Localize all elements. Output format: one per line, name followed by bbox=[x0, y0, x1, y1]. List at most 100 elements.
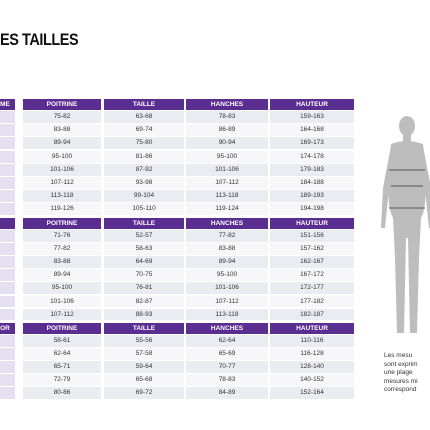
size-cell: 101-106 bbox=[23, 295, 101, 308]
size-cell: 76-81 bbox=[104, 282, 184, 295]
header-cell bbox=[0, 218, 15, 229]
header-cell: HAUTEUR bbox=[270, 218, 354, 229]
size-cell: 84-89 bbox=[186, 387, 268, 400]
header-cell: HAUTEUR bbox=[270, 323, 354, 334]
size-cell: 89-94 bbox=[186, 256, 268, 269]
header-cell: TAILLE bbox=[104, 99, 184, 110]
size-cell: 78-83 bbox=[186, 374, 268, 387]
row-label-cell bbox=[0, 177, 15, 189]
title: ES TAILLES bbox=[0, 30, 79, 49]
header-cell: HANCHES bbox=[186, 323, 268, 334]
size-cell: 80-86 bbox=[23, 387, 101, 400]
size-cell: 69-74 bbox=[104, 124, 184, 137]
row-label-cell bbox=[0, 361, 15, 374]
row-label-cell bbox=[0, 243, 15, 255]
size-cell: 77-82 bbox=[186, 230, 268, 242]
size-cell: 107-112 bbox=[23, 308, 101, 321]
size-cell: 113-118 bbox=[186, 308, 268, 321]
size-cell: 63-68 bbox=[104, 111, 184, 123]
row-label-cell bbox=[0, 387, 15, 400]
size-cell: 86-89 bbox=[186, 124, 268, 137]
size-cell: 65-69 bbox=[186, 348, 268, 360]
size-cell: 62-64 bbox=[186, 335, 268, 347]
note-line: mesures mi bbox=[384, 377, 418, 385]
size-cell: 83-88 bbox=[186, 243, 268, 255]
size-cell: 83-88 bbox=[23, 256, 101, 269]
size-cell: 140-152 bbox=[270, 374, 354, 387]
header-cell: ME bbox=[0, 99, 15, 110]
size-cell: 88-93 bbox=[104, 308, 184, 321]
size-cell: 101-106 bbox=[186, 282, 268, 295]
header-cell: TAILLE bbox=[104, 218, 184, 229]
size-cell: 119-126 bbox=[23, 203, 101, 216]
header-cell: OR bbox=[0, 323, 15, 334]
size-cell: 75-82 bbox=[23, 111, 101, 123]
size-cell: 99-104 bbox=[104, 190, 184, 203]
size-cell: 113-118 bbox=[186, 190, 268, 203]
row-label-cell bbox=[0, 335, 15, 347]
note-line: sont exprim bbox=[384, 360, 418, 368]
size-cell: 164-168 bbox=[270, 124, 354, 137]
size-cell: 90-94 bbox=[186, 137, 268, 150]
size-cell: 152-164 bbox=[270, 387, 354, 400]
size-cell: 189-193 bbox=[270, 190, 354, 203]
header-cell: HANCHES bbox=[186, 218, 268, 229]
body-figure bbox=[381, 116, 430, 333]
size-cell: 62-64 bbox=[23, 348, 101, 360]
size-cell: 157-162 bbox=[270, 243, 354, 255]
row-label-cell bbox=[0, 374, 15, 387]
size-cell: 116-128 bbox=[270, 348, 354, 360]
size-cell: 58-61 bbox=[23, 335, 101, 347]
size-cell: 172-177 bbox=[270, 282, 354, 295]
size-cell: 194-198 bbox=[270, 203, 354, 216]
header-cell: HANCHES bbox=[186, 99, 268, 110]
size-cell: 58-63 bbox=[104, 243, 184, 255]
note: Les mesu sont exprim une plage mesures mi co… bbox=[384, 352, 418, 395]
size-cell: 184-188 bbox=[270, 177, 354, 189]
size-cell: 110-116 bbox=[270, 335, 354, 347]
size-cell: 107-112 bbox=[186, 177, 268, 189]
size-cell: 75-80 bbox=[104, 137, 184, 150]
row-label-cell bbox=[0, 348, 15, 360]
size-cell: 81-86 bbox=[104, 150, 184, 163]
size-cell: 128-140 bbox=[270, 361, 354, 374]
size-cell: 95-100 bbox=[23, 150, 101, 163]
size-cell: 78-83 bbox=[186, 111, 268, 123]
size-cell: 82-87 bbox=[104, 295, 184, 308]
size-cell: 52-57 bbox=[104, 230, 184, 242]
note-line: une plage bbox=[384, 369, 413, 376]
size-cell: 65-68 bbox=[104, 374, 184, 387]
size-cell: 70-75 bbox=[104, 269, 184, 282]
size-cell: 89-94 bbox=[23, 137, 101, 150]
header-cell: TAILLE bbox=[104, 323, 184, 334]
size-cell: 72-79 bbox=[23, 374, 101, 387]
row-label-cell bbox=[0, 295, 15, 308]
header-cell: POITRINE bbox=[23, 323, 101, 334]
size-cell: 70-77 bbox=[186, 361, 268, 374]
row-label-cell bbox=[0, 163, 15, 176]
row-label-cell bbox=[0, 282, 15, 295]
row-label-cell bbox=[0, 230, 15, 242]
row-label-cell bbox=[0, 256, 15, 269]
size-cell: 107-112 bbox=[186, 295, 268, 308]
size-cell: 55-56 bbox=[104, 335, 184, 347]
size-cell: 59-64 bbox=[104, 361, 184, 374]
row-label-cell bbox=[0, 150, 15, 163]
row-label-cell bbox=[0, 308, 15, 321]
size-cell: 87-92 bbox=[104, 163, 184, 176]
note-line: correspond bbox=[384, 386, 417, 393]
size-cell: 69-72 bbox=[104, 387, 184, 400]
row-label-cell bbox=[0, 190, 15, 203]
size-cell: 105-110 bbox=[104, 203, 184, 216]
row-label-cell bbox=[0, 269, 15, 282]
header-cell: POITRINE bbox=[23, 218, 101, 229]
size-cell: 169-173 bbox=[270, 137, 354, 150]
size-cell: 179-183 bbox=[270, 163, 354, 176]
row-label-cell bbox=[0, 111, 15, 123]
size-cell: 167-172 bbox=[270, 269, 354, 282]
size-cell: 101-106 bbox=[23, 163, 101, 176]
row-label-cell bbox=[0, 124, 15, 137]
note-line: Les mesu bbox=[384, 352, 413, 359]
size-cell: 77-82 bbox=[23, 243, 101, 255]
